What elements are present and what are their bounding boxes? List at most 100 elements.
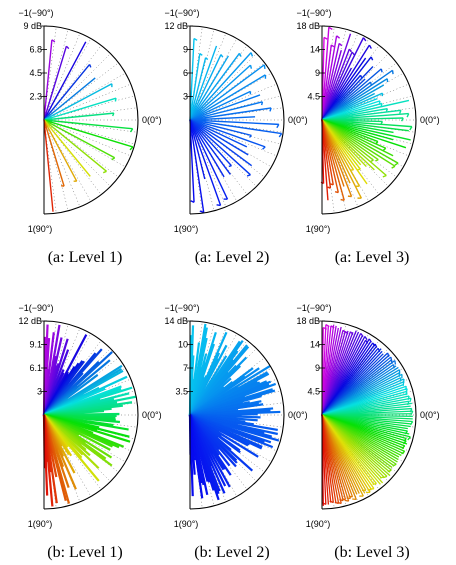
ray (189, 119, 222, 206)
ray-tip (368, 338, 372, 343)
ray (321, 119, 409, 132)
ray-tip (370, 56, 374, 61)
radius-tick-label: 9 (315, 363, 320, 373)
ray (189, 119, 205, 213)
ray-tip (250, 52, 254, 57)
ray-tip (328, 26, 333, 31)
ray (189, 119, 206, 180)
ray (189, 74, 266, 121)
ray-series (321, 324, 414, 506)
ray-tip (360, 332, 364, 337)
ray (43, 45, 68, 121)
polar-panel-1: 9 dB 6.8 4.5 2.3 −1(−90°) 0(0°) 1(90°) (a: Leve… (18, 8, 161, 266)
panel-caption: (b: Level 3) (334, 544, 410, 561)
polar-panel-5: 14 dB 10 7 3.5 −1(−90°) 0(0°) 1(90°) (b: Level … (164, 303, 307, 561)
outer-arc (189, 25, 285, 215)
ray-tip (391, 165, 396, 169)
ray-tip (394, 360, 397, 365)
ray (189, 119, 266, 148)
ray-tip (276, 124, 280, 129)
radius-tick-label: 18 dB (296, 21, 320, 31)
ray-tip (199, 52, 203, 56)
ray (43, 119, 133, 130)
radius-ticks: 12 dB 9 6 3 (164, 21, 193, 102)
ray-tip (385, 108, 389, 112)
ray (43, 63, 91, 121)
ray-tip (190, 200, 195, 203)
ray (189, 119, 225, 178)
radius-tick-label: 12 dB (18, 316, 42, 326)
ray-tip (88, 64, 92, 68)
ray-tip (382, 174, 387, 178)
angle-label-right: 0(0°) (288, 115, 308, 125)
ray (321, 27, 330, 121)
radius-ticks: 9 dB 6.8 4.5 2.3 (23, 21, 47, 102)
ray-tip (323, 36, 328, 40)
ray (43, 119, 78, 182)
angle-label-bottom: 1(90°) (28, 519, 53, 529)
ray-tip (129, 146, 134, 151)
ray-tip (362, 37, 367, 42)
angle-label-top: −1(−90°) (18, 8, 53, 18)
ray-series (189, 37, 283, 214)
ray (189, 119, 195, 203)
ray-tip (248, 134, 252, 138)
ray-tip (246, 174, 251, 177)
radius-tick-label: 3 (37, 387, 42, 397)
ray-tip (205, 57, 209, 61)
ray-series (320, 26, 413, 202)
ray (189, 101, 263, 121)
ray (321, 119, 362, 199)
ray (321, 119, 412, 128)
ray (321, 119, 399, 164)
ray-tip (129, 128, 134, 133)
polar-panel-4: 12 dB 9.1 6.1 3 −1(−90°) 0(0°) 1(90°) (b: Level… (18, 303, 161, 561)
angle-label-right: 0(0°) (142, 410, 162, 420)
ray-tip (409, 421, 414, 426)
ray (189, 52, 252, 121)
ray-tip (228, 165, 232, 168)
ray (189, 119, 251, 176)
ray-tip (340, 198, 345, 202)
ray (321, 112, 409, 121)
ray-tip (65, 45, 70, 50)
radius-tick-label: 6.1 (29, 363, 42, 373)
angle-label-right: 0(0°) (420, 115, 440, 125)
ray-tip (60, 184, 65, 187)
ray-tip (269, 107, 272, 112)
guide-line (43, 33, 81, 121)
outer-arc (321, 320, 417, 510)
ray-tip (330, 183, 334, 186)
ray-tip (348, 48, 353, 53)
ray-tip (51, 39, 56, 43)
radius-tick-label: 4.5 (307, 92, 320, 102)
ray (189, 57, 207, 121)
outer-arc (321, 25, 417, 215)
ray-tip (364, 336, 368, 341)
ray-tip (263, 64, 266, 70)
ray (321, 99, 410, 121)
ray (321, 33, 352, 121)
ray (43, 97, 117, 121)
ray (43, 119, 54, 212)
radius-tick-label: 9 (315, 68, 320, 78)
angle-label-top: −1(−90°) (164, 8, 199, 18)
angle-label-bottom: 1(90°) (28, 224, 53, 234)
ray (43, 83, 113, 121)
radius-tick-label: 9 dB (23, 21, 42, 31)
ray (189, 119, 229, 200)
angle-label-bottom: 1(90°) (174, 224, 199, 234)
ray (43, 77, 96, 121)
ray (43, 119, 65, 187)
ray-tip (409, 126, 413, 131)
ray-tip (338, 42, 343, 47)
panel-caption: (a: Level 3) (335, 249, 410, 266)
angle-label-top: −1(−90°) (164, 303, 199, 313)
ray (189, 119, 279, 126)
angle-label-top: −1(−90°) (18, 303, 53, 313)
outer-arc (43, 320, 139, 510)
ray (43, 119, 116, 159)
ray-tip (380, 103, 383, 107)
panel-caption: (b: Level 1) (47, 544, 123, 561)
ray-tip (410, 410, 414, 416)
